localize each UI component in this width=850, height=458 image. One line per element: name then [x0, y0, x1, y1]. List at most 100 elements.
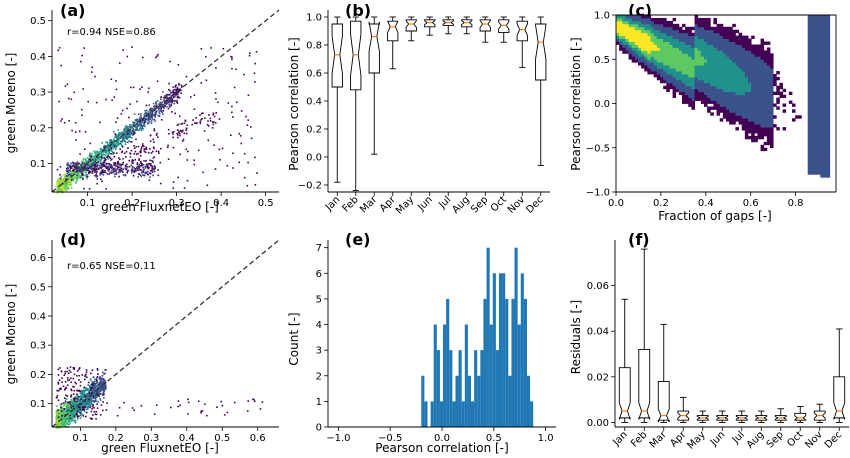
panel-d-ytick-label: 0.5 [30, 282, 46, 293]
panel-c-cell [653, 74, 658, 78]
panel-a-point [142, 174, 144, 176]
panel-c-cell [663, 74, 667, 78]
panel-a-point [157, 109, 160, 111]
panel-f-box-may: May [685, 410, 709, 452]
panel-c-cell [669, 41, 673, 45]
panel-a-point [60, 189, 63, 192]
panel-c-cell [716, 76, 721, 81]
panel-c-cell [628, 29, 633, 34]
panel-a-point [105, 188, 108, 190]
panel-a-point [154, 120, 156, 123]
panel-a-point [133, 147, 136, 150]
panel-d-point [74, 408, 77, 410]
panel-d-point [93, 380, 95, 383]
panel-a-point [88, 170, 91, 172]
panel-a-point [100, 163, 103, 166]
panel-c-cell [722, 71, 727, 75]
panel-a-point [136, 128, 138, 130]
panel-d-point [177, 405, 179, 408]
panel-a-point [162, 106, 164, 109]
panel-a-point [126, 126, 129, 128]
panel-d-point [84, 395, 87, 398]
panel-a-point [107, 155, 109, 157]
panel-a-point [151, 160, 154, 163]
panel-a-point [143, 119, 145, 122]
panel-d-point [57, 399, 60, 402]
panel-c-cell [650, 71, 655, 75]
panel-d-point [64, 370, 66, 373]
panel-d-point [89, 398, 92, 401]
panel-a-point [144, 167, 147, 169]
panel-f-box-jun: Jun [708, 410, 729, 449]
panel-c-cell [631, 56, 636, 60]
panel-a-point [88, 152, 91, 155]
panel-d-point [90, 392, 92, 395]
panel-a-point [215, 98, 217, 100]
panel-c-cell [669, 35, 673, 39]
panel-c-cell [688, 88, 692, 93]
panel-c-cell [697, 71, 702, 75]
panel-c-cell [719, 47, 724, 51]
panel-c-cell [638, 35, 642, 39]
panel-c-cell [710, 106, 714, 110]
panel-c-cell [704, 82, 708, 87]
panel-c-cell [688, 47, 692, 51]
panel-c-cell [647, 50, 651, 54]
panel-d-point [66, 407, 69, 410]
panel-a-point [102, 157, 105, 159]
panel-a-point [94, 75, 96, 78]
panel-c-cell [660, 62, 664, 66]
panel-c-cell [678, 91, 683, 96]
panel-a-point [96, 175, 99, 177]
panel-a-point [97, 168, 100, 170]
panel-a-point [150, 112, 153, 115]
panel-c-cell [716, 74, 721, 78]
panel-a-point [131, 127, 133, 129]
panel-c-cell [628, 47, 633, 51]
panel-d-point [94, 390, 96, 393]
panel-d-point [93, 401, 95, 403]
panel-a-point [132, 174, 135, 177]
panel-d-point [56, 394, 59, 397]
panel-a-point [93, 162, 96, 165]
panel-a-point [159, 161, 162, 164]
panel-a-point [90, 157, 92, 160]
panel-c-cell [710, 91, 714, 96]
panel-c-cell [628, 41, 633, 45]
panel-d-point [75, 397, 78, 399]
panel-a-point [147, 115, 150, 117]
panel-a-point [93, 156, 96, 158]
panel-f-box-sep: Sep [765, 408, 787, 450]
panel-c-cell [726, 94, 730, 98]
panel-c-cell [656, 59, 661, 63]
panel-a-point [162, 96, 165, 99]
panel-c-cell [713, 47, 717, 51]
panel-c-cell [694, 26, 699, 31]
panel-a-point [85, 171, 87, 174]
panel-c-cell [719, 68, 724, 72]
panel-c-cell [634, 38, 639, 42]
panel-d-point [78, 406, 81, 409]
panel-c-cell [660, 71, 664, 75]
panel-b-ytick-label: 0.2 [306, 125, 322, 136]
panel-a-point [153, 170, 156, 173]
panel-d-point [74, 399, 76, 402]
panel-a-point [67, 164, 70, 166]
panel-a-point [177, 89, 180, 91]
panel-a-point [67, 170, 70, 172]
panel-a-point [231, 56, 233, 59]
panel-c-cell [691, 65, 695, 69]
panel-a-point [60, 180, 62, 183]
panel-a-point [86, 168, 88, 170]
panel-d-point [92, 404, 94, 406]
panel-d-point [76, 400, 78, 403]
panel-a-point [165, 95, 168, 97]
panel-c-cell [675, 26, 680, 31]
panel-a-point [181, 131, 183, 133]
panel-c-cell [682, 38, 686, 42]
panel-c-cell [726, 38, 730, 42]
panel-c-cell [672, 62, 677, 66]
panel-c-cell [650, 65, 655, 69]
panel-a-point [64, 175, 66, 178]
panel-d-point [98, 386, 101, 389]
